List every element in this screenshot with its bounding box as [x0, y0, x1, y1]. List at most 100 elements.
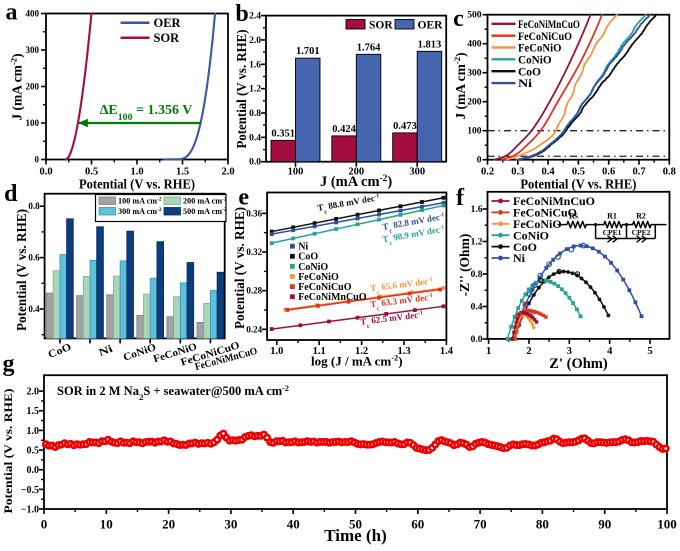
svg-text:0.8: 0.8: [663, 167, 676, 178]
svg-text:1.2: 1.2: [355, 346, 368, 357]
svg-text:0.5: 0.5: [572, 167, 585, 178]
svg-text:Potential (V vs. RHE): Potential (V vs. RHE): [14, 209, 29, 331]
svg-text:OER: OER: [154, 16, 182, 30]
svg-text:400: 400: [467, 40, 482, 50]
svg-text:1.0: 1.0: [27, 426, 40, 437]
svg-text:0: 0: [41, 517, 48, 532]
svg-text:1.6: 1.6: [471, 205, 483, 215]
svg-text:J (mA cm-2): J (mA cm-2): [9, 53, 25, 120]
svg-text:0.8: 0.8: [249, 109, 261, 119]
svg-text:0.4: 0.4: [28, 304, 40, 314]
svg-text:CoO: CoO: [513, 240, 537, 254]
svg-text:SOR: SOR: [369, 19, 393, 31]
svg-text:CoNiO: CoNiO: [518, 55, 552, 67]
svg-text:10: 10: [100, 517, 113, 532]
svg-text:500 mA cm-2: 500 mA cm-2: [183, 207, 227, 216]
svg-text:0.7: 0.7: [632, 167, 645, 178]
svg-text:FeCoNiO: FeCoNiO: [513, 217, 562, 231]
svg-text:Potential (V vs. RHE): Potential (V vs. RHE): [520, 178, 636, 193]
svg-text:400: 400: [26, 9, 40, 19]
svg-text:FeCoNiO: FeCoNiO: [518, 43, 562, 55]
svg-text:1: 1: [486, 346, 491, 357]
svg-text:R2: R2: [636, 212, 646, 221]
svg-text:40: 40: [287, 517, 300, 532]
svg-text:0.4: 0.4: [471, 303, 483, 313]
svg-text:20: 20: [162, 517, 175, 532]
svg-text:FeCoNiMnCuO: FeCoNiMnCuO: [518, 19, 580, 31]
svg-text:f: f: [456, 185, 465, 211]
svg-text:c: c: [453, 6, 464, 32]
svg-text:CPE2: CPE2: [632, 228, 651, 237]
svg-text:b: b: [235, 1, 248, 27]
svg-text:FeCoNiMnCuO: FeCoNiMnCuO: [513, 194, 595, 208]
svg-text:CPE1: CPE1: [603, 228, 622, 237]
svg-text:FeCoNiCuO: FeCoNiCuO: [298, 282, 352, 293]
svg-text:0.6: 0.6: [28, 253, 40, 263]
svg-text:30: 30: [224, 517, 237, 532]
svg-text:100: 100: [26, 118, 40, 128]
svg-text:1.3: 1.3: [397, 346, 410, 357]
svg-text:OER: OER: [418, 19, 444, 31]
svg-text:1.2: 1.2: [249, 85, 261, 95]
svg-text:0: 0: [35, 155, 40, 165]
svg-text:3: 3: [567, 346, 572, 357]
svg-text:500: 500: [467, 11, 482, 21]
svg-text:2.0: 2.0: [27, 387, 40, 398]
svg-text:R1: R1: [607, 212, 617, 221]
svg-text:300: 300: [467, 69, 482, 79]
svg-text:a: a: [6, 0, 18, 26]
svg-text:J (mA cm-2): J (mA cm-2): [452, 52, 468, 119]
svg-text:90: 90: [598, 517, 611, 532]
svg-text:200: 200: [26, 82, 40, 92]
svg-text:0.5: 0.5: [85, 167, 98, 178]
svg-text:0.351: 0.351: [271, 128, 295, 139]
svg-text:Time (h): Time (h): [324, 526, 387, 545]
svg-text:0.8: 0.8: [471, 270, 483, 280]
svg-text:1.0: 1.0: [130, 167, 143, 178]
svg-text:300 mA cm-2: 300 mA cm-2: [118, 207, 162, 216]
svg-text:0.0: 0.0: [249, 158, 261, 168]
svg-text:FeCoNiCuO: FeCoNiCuO: [513, 206, 577, 220]
svg-text:CoNiO: CoNiO: [513, 228, 549, 242]
svg-text:0.36: 0.36: [246, 208, 262, 218]
svg-text:CoO: CoO: [518, 66, 541, 78]
svg-text:200: 200: [348, 167, 364, 178]
svg-text:d: d: [4, 181, 18, 207]
svg-text:J (mA cm-2): J (mA cm-2): [320, 174, 392, 190]
svg-text:FeCoNiMnCuO: FeCoNiMnCuO: [298, 292, 367, 303]
svg-text:Ni: Ni: [518, 78, 533, 90]
svg-text:1.6: 1.6: [249, 60, 261, 70]
svg-text:2.0: 2.0: [221, 167, 234, 178]
svg-text:5: 5: [647, 346, 652, 357]
svg-text:0.0: 0.0: [471, 335, 483, 345]
svg-text:0: 0: [477, 156, 482, 166]
svg-text:Potential (V vs. RHE): Potential (V vs. RHE): [234, 30, 249, 149]
svg-text:Ni: Ni: [513, 251, 526, 265]
svg-text:100: 100: [467, 127, 482, 137]
svg-text:Potential (V vs. RHE): Potential (V vs. RHE): [1, 389, 15, 514]
svg-text:log (J / mA cm-2): log (J / mA cm-2): [311, 353, 403, 369]
svg-text:1.0: 1.0: [270, 346, 283, 357]
svg-text:−0.5: −0.5: [21, 485, 39, 496]
svg-text:70: 70: [474, 517, 487, 532]
svg-text:−1.0: −1.0: [21, 505, 39, 516]
svg-text:Rs: Rs: [569, 212, 578, 221]
svg-text:0.473: 0.473: [393, 121, 417, 132]
svg-text:Z' (Ohm): Z' (Ohm): [549, 356, 608, 372]
svg-text:0.0: 0.0: [39, 167, 52, 178]
svg-text:0.6: 0.6: [602, 167, 615, 178]
svg-text:0.5: 0.5: [27, 446, 40, 457]
svg-text:1.2: 1.2: [471, 238, 483, 248]
svg-text:50: 50: [349, 517, 362, 532]
svg-text:1.701: 1.701: [296, 46, 320, 57]
svg-text:0.32: 0.32: [246, 247, 262, 257]
svg-text:60: 60: [411, 517, 424, 532]
svg-text:200: 200: [467, 98, 482, 108]
svg-text:4: 4: [607, 346, 613, 357]
svg-text:100 mA cm-2: 100 mA cm-2: [118, 197, 162, 206]
svg-text:1.1: 1.1: [313, 346, 326, 357]
svg-text:SOR in 2 M Na2S + seawater@500: SOR in 2 M Na2S + seawater@500 mA cm-2: [57, 384, 289, 403]
svg-text:Ni: Ni: [298, 242, 308, 253]
svg-text:1.764: 1.764: [357, 42, 381, 53]
svg-text:0.28: 0.28: [246, 286, 262, 296]
